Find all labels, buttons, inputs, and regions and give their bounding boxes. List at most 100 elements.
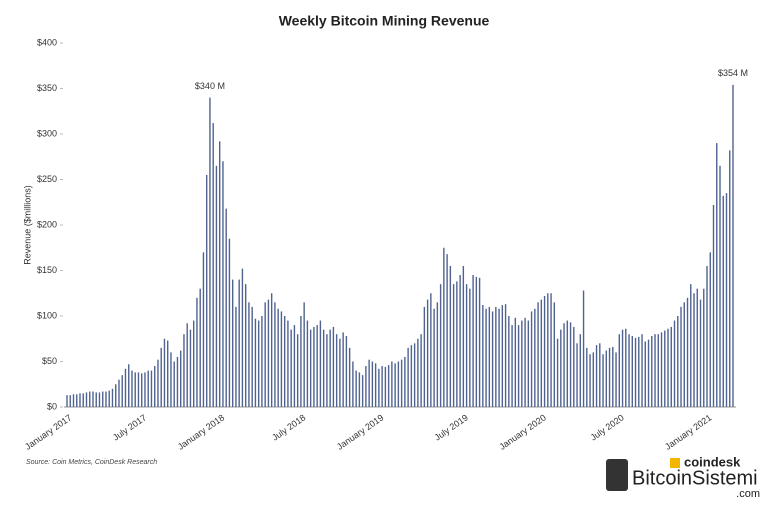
bar [514, 317, 517, 407]
bar [352, 361, 354, 407]
bar [137, 372, 140, 407]
bar [413, 343, 416, 407]
bar [387, 365, 390, 407]
bar [508, 316, 510, 407]
bar [144, 372, 146, 407]
bar [501, 305, 504, 407]
bar [339, 338, 341, 407]
bar [394, 363, 396, 407]
x-tick-label: July 2020 [589, 412, 626, 442]
bar [69, 395, 71, 407]
bar [732, 84, 734, 408]
bar [459, 275, 461, 407]
x-tick-label: January 2018 [176, 412, 226, 451]
bar [404, 356, 406, 407]
bar [556, 338, 559, 407]
bar [108, 390, 110, 407]
bar [257, 320, 260, 407]
bar [683, 302, 685, 407]
bar [651, 336, 653, 407]
bar [566, 320, 569, 407]
bar [573, 326, 575, 407]
bar [296, 334, 299, 407]
bar [420, 334, 422, 407]
bar [498, 308, 500, 407]
bar [378, 368, 380, 407]
y-tick-label: $100 [37, 310, 57, 320]
x-tick-label: January 2021 [663, 412, 713, 451]
bar [92, 391, 94, 407]
y-tick-label: $350 [37, 83, 57, 93]
bar [277, 308, 279, 407]
bar [134, 372, 136, 407]
bar [170, 352, 172, 407]
bar [690, 284, 692, 407]
bar [563, 323, 565, 407]
bar [348, 347, 351, 407]
bar [270, 293, 273, 407]
bar [638, 336, 640, 407]
bar [654, 334, 656, 407]
x-tick-label: July 2018 [270, 412, 307, 442]
bar [150, 370, 153, 407]
bar [475, 276, 478, 407]
bar [589, 354, 591, 407]
y-tick-label: $250 [37, 174, 57, 184]
bar [540, 299, 543, 407]
y-tick-label: $400 [37, 37, 57, 47]
x-tick-label: July 2019 [433, 412, 470, 442]
bar [706, 265, 708, 407]
bar [235, 306, 237, 407]
y-tick-label: $150 [37, 265, 57, 275]
bar [280, 311, 283, 407]
bar [287, 320, 289, 407]
bar [261, 316, 263, 407]
bar [231, 279, 234, 407]
bar [517, 325, 520, 407]
bar [644, 341, 646, 407]
bar [612, 346, 614, 407]
bar [452, 284, 455, 407]
watermark-text: .com [736, 488, 760, 500]
bar [699, 299, 702, 407]
bar [332, 326, 335, 407]
bar [115, 384, 117, 407]
bar [128, 364, 130, 407]
source-note: Source: Coin Metrics, CoinDesk Research [26, 459, 157, 466]
bar [703, 288, 705, 407]
bar [124, 368, 127, 407]
bar [634, 337, 637, 407]
bar [550, 293, 552, 407]
bar [686, 297, 689, 407]
bar [218, 141, 221, 407]
bar [205, 174, 208, 407]
bar [309, 329, 312, 407]
bar [618, 334, 620, 407]
bar [381, 366, 383, 407]
bar [193, 320, 195, 407]
bar [365, 366, 367, 407]
x-tick-label: July 2017 [111, 412, 148, 442]
bar [102, 391, 104, 407]
bar [582, 290, 585, 407]
bar [95, 392, 97, 407]
bar [355, 370, 357, 407]
bar [657, 334, 659, 407]
bar [264, 302, 266, 407]
y-tick-label: $0 [47, 401, 57, 411]
x-tick-label: January 2020 [497, 412, 547, 451]
bar [478, 277, 481, 407]
bar [329, 329, 331, 407]
bar [547, 293, 549, 407]
bar [189, 329, 192, 407]
bar [709, 252, 711, 407]
bar [553, 302, 556, 407]
bar [729, 150, 731, 407]
y-tick-label: $200 [37, 219, 57, 229]
bar [79, 393, 81, 407]
bar [183, 334, 185, 407]
bar [524, 317, 526, 407]
watermark: coindesk BitcoinSistemi .com [606, 454, 760, 500]
bar [680, 306, 682, 407]
bar [157, 359, 159, 407]
